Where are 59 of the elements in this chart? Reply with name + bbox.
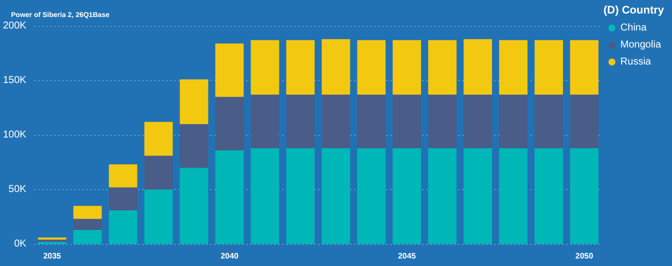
bar [286,40,315,95]
bar [144,122,173,156]
bar [570,94,598,148]
bar [250,40,280,95]
bar [286,94,315,148]
bar [322,94,350,148]
bar [534,94,563,148]
y-tick-label: 200K [2,20,27,32]
bar [215,96,244,150]
bar [428,40,457,95]
bar [464,39,492,95]
bar [534,40,563,95]
bar [180,124,208,168]
bar [73,206,102,219]
x-tick-label: 2040 [220,252,239,260]
legend-label: Mongolia [620,40,662,50]
bar [392,148,422,244]
bar [144,156,173,190]
bar [144,190,173,244]
bar [73,218,102,230]
bar [392,40,422,95]
legend-label: China [620,22,647,34]
bar [322,148,350,244]
y-tick-label: 0K [14,238,27,250]
bar [534,148,563,244]
x-tick-label: 2050 [575,252,594,260]
bar [570,40,598,95]
bar [464,94,492,148]
bar [180,168,208,244]
bar [286,148,315,244]
y-tick-label: 150K [2,75,27,86]
bar [428,148,457,244]
bar [108,187,138,210]
bar [322,39,350,95]
bar [73,230,102,244]
y-tick-label: 100K [2,130,27,140]
bar [215,150,244,244]
bar [464,148,492,244]
bar [428,94,457,148]
bar [108,164,138,188]
bar [250,94,280,148]
bar [357,40,386,95]
bar [357,94,386,148]
x-tick-label: 2045 [398,252,416,260]
legend-title: (D) Country [604,4,665,16]
bar [38,237,66,240]
bar [180,79,208,124]
bar [499,94,528,148]
bar [215,43,244,97]
bar [250,148,280,244]
bar [499,148,528,244]
bar [570,148,598,244]
x-tick-label: 2035 [43,252,62,260]
y-tick-label: 50K [8,184,27,195]
bar [357,148,386,244]
bar [499,40,528,95]
bar [392,94,422,148]
bar [108,210,138,244]
legend-label: Russia [620,56,652,68]
